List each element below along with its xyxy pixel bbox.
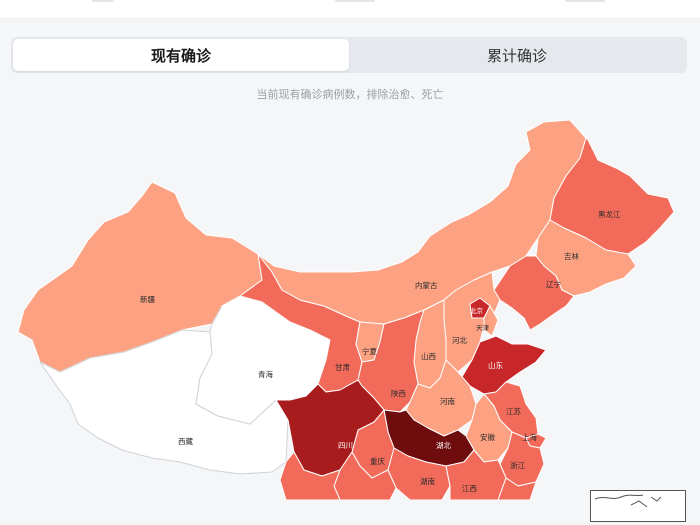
label-hebei: 河北 bbox=[452, 336, 467, 345]
china-province-map: 新疆 西藏 青海 甘肃 内蒙古 黑龙江 吉林 辽宁 北京 天津 河北 山西 山东… bbox=[17, 119, 675, 500]
label-tianjin: 天津 bbox=[476, 324, 490, 332]
province-fujian[interactable] bbox=[497, 477, 537, 500]
header-fragment bbox=[565, 0, 605, 2]
label-jilin: 吉林 bbox=[564, 251, 579, 261]
province-liaoning[interactable] bbox=[493, 255, 575, 331]
label-liaoning: 辽宁 bbox=[546, 279, 561, 289]
tab-cumulative-confirmed[interactable]: 累计确诊 bbox=[486, 46, 547, 65]
label-xinjiang: 新疆 bbox=[140, 294, 155, 304]
tab-current-confirmed[interactable]: 现有确诊 bbox=[13, 39, 349, 71]
province-tianjin[interactable] bbox=[483, 305, 499, 337]
province-anhui[interactable] bbox=[465, 393, 513, 463]
label-hubei: 湖北 bbox=[436, 441, 451, 450]
label-heilongjiang: 黑龙江 bbox=[598, 209, 621, 219]
top-header-strip bbox=[0, 0, 700, 19]
map-subtitle: 当前现有确诊病例数，排除治愈、死亡 bbox=[256, 88, 444, 101]
label-anhui: 安徽 bbox=[480, 432, 495, 442]
label-sichuan: 四川 bbox=[338, 441, 353, 450]
label-jiangxi: 江西 bbox=[462, 484, 477, 493]
header-fragment bbox=[92, 0, 114, 2]
south-china-sea-inset bbox=[590, 490, 686, 522]
label-gansu: 甘肃 bbox=[335, 362, 350, 372]
label-zhejiang: 浙江 bbox=[510, 460, 525, 470]
label-henan: 河南 bbox=[440, 396, 455, 406]
label-chongqing: 重庆 bbox=[370, 456, 385, 466]
label-shanxi: 山西 bbox=[421, 351, 436, 361]
label-xizang: 西藏 bbox=[178, 436, 193, 446]
province-shandong[interactable] bbox=[459, 335, 547, 395]
map-mode-tab-bar: 现有确诊 累计确诊 bbox=[11, 37, 687, 73]
label-jiangsu: 江苏 bbox=[506, 406, 521, 416]
label-ningxia: 宁夏 bbox=[362, 346, 377, 356]
label-shaanxi: 陕西 bbox=[391, 388, 406, 398]
province-jiangxi[interactable] bbox=[445, 449, 507, 500]
inset-map-lines bbox=[594, 494, 662, 508]
label-neimenggu: 内蒙古 bbox=[415, 280, 438, 290]
label-shandong: 山东 bbox=[488, 360, 503, 370]
province-yunnan[interactable] bbox=[279, 451, 341, 500]
label-shanghai: 上海 bbox=[522, 432, 537, 442]
label-qinghai: 青海 bbox=[258, 369, 273, 379]
label-hunan: 湖南 bbox=[420, 476, 435, 486]
label-beijing: 北京 bbox=[470, 306, 484, 315]
header-fragment bbox=[335, 0, 375, 2]
province-heilongjiang[interactable] bbox=[549, 119, 675, 255]
